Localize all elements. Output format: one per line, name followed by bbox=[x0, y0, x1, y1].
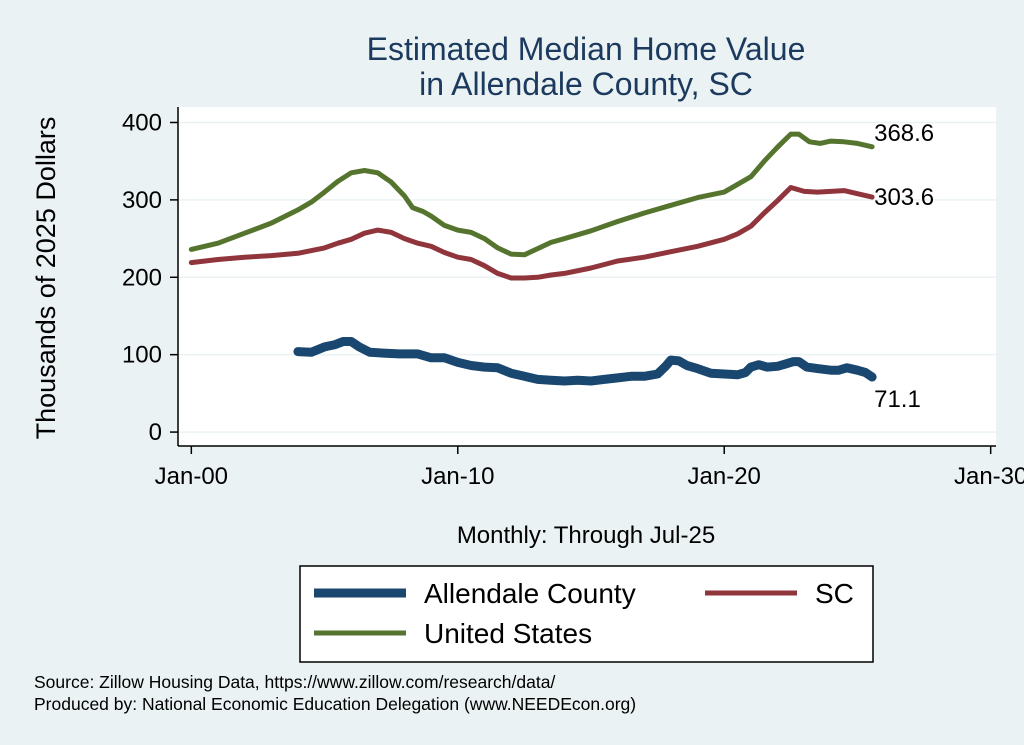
x-tick-label-Jan-30: Jan-30 bbox=[954, 463, 1024, 490]
legend-label-us: United States bbox=[424, 618, 592, 649]
x-axis-label: Monthly: Through Jul-25 bbox=[457, 522, 715, 549]
x-tick-label-Jan-00: Jan-00 bbox=[155, 463, 228, 490]
producer-note: Produced by: National Economic Education… bbox=[34, 694, 636, 714]
source-note: Source: Zillow Housing Data, https://www… bbox=[34, 672, 555, 692]
end-label-united-states: 368.6 bbox=[874, 120, 934, 147]
end-label-sc: 303.6 bbox=[874, 184, 934, 211]
legend-label-allendale: Allendale County bbox=[424, 578, 636, 609]
y-tick-label-300: 300 bbox=[122, 187, 162, 214]
series-group bbox=[188, 131, 877, 386]
y-tick-label-100: 100 bbox=[122, 342, 162, 369]
x-tick-label-Jan-10: Jan-10 bbox=[421, 463, 494, 490]
x-tick-label-Jan-20: Jan-20 bbox=[688, 463, 761, 490]
chart-title-line2: in Allendale County, SC bbox=[419, 66, 753, 102]
plot-area bbox=[178, 107, 996, 446]
x-ticks: Jan-00 Jan-10 Jan-20 Jan-30 bbox=[155, 446, 1024, 490]
series-line-allendale-county bbox=[293, 337, 877, 386]
chart-title-line1: Estimated Median Home Value bbox=[367, 31, 806, 67]
series-line-sc bbox=[188, 185, 875, 281]
end-label-allendale-county: 71.1 bbox=[874, 386, 921, 413]
y-tick-label-200: 200 bbox=[122, 264, 162, 291]
y-tick-label-400: 400 bbox=[122, 109, 162, 136]
legend-label-sc: SC bbox=[815, 578, 854, 609]
legend-box bbox=[299, 565, 874, 663]
series-line-united-states bbox=[188, 131, 875, 258]
y-ticks: 0 100 200 300 400 bbox=[122, 109, 178, 446]
y-axis-label: Thousands of 2025 Dollars bbox=[31, 117, 61, 440]
end-labels: 71.1 303.6 368.6 bbox=[874, 120, 934, 413]
y-tick-label-0: 0 bbox=[149, 419, 162, 446]
